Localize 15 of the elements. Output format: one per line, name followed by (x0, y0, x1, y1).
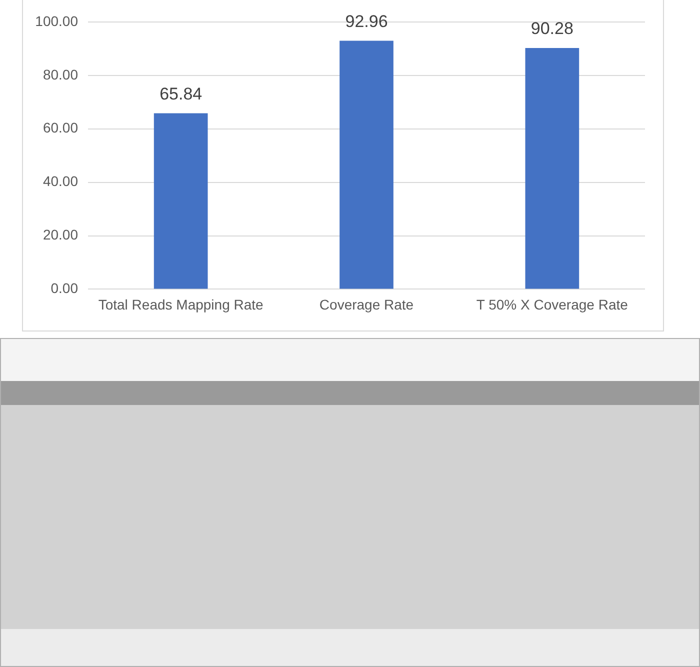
y-tick-label: 60.00 (42, 120, 78, 136)
data-label: 92.96 (345, 12, 388, 31)
bar (154, 113, 208, 289)
y-tick-label: 80.00 (42, 66, 78, 82)
bar (525, 48, 580, 289)
bar (340, 40, 394, 289)
x-tick-label: Total Reads Mapping Rate (98, 296, 264, 312)
data-label: 65.84 (160, 84, 202, 104)
y-tick-label: 20.00 (42, 226, 78, 243)
data-label: 90.28 (530, 19, 574, 38)
y-tick-label: 0.00 (50, 280, 78, 296)
y-tick-label: 40.00 (42, 173, 78, 190)
x-tick-label: T 50% X Coverage Rate (476, 296, 628, 312)
x-tick-label: Coverage Rate (319, 296, 414, 312)
y-tick-label: 100.00 (35, 12, 78, 29)
